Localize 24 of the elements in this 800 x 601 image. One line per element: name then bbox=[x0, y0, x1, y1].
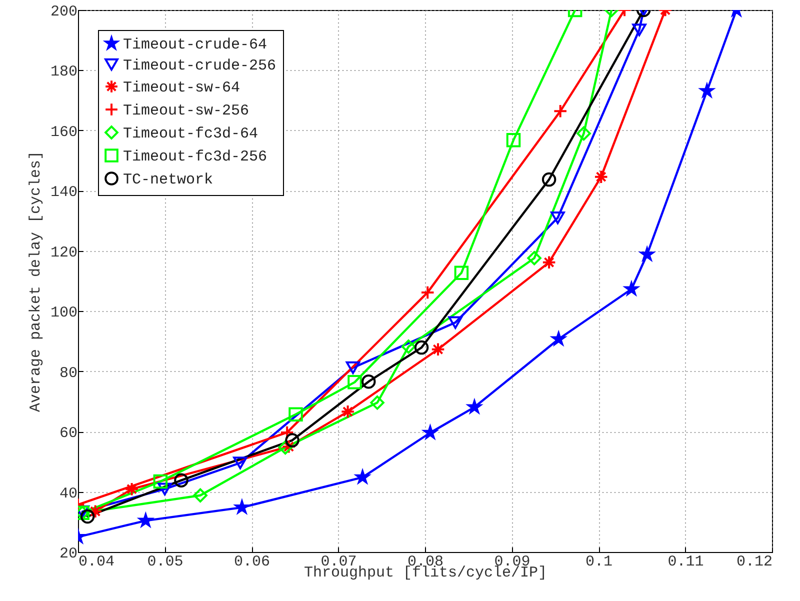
legend-label: Timeout-sw-256 bbox=[123, 102, 250, 120]
legend-label: Timeout-sw-64 bbox=[123, 80, 240, 96]
legend-label: Timeout-crude-64 bbox=[123, 36, 268, 54]
legend-label: TC-network bbox=[123, 172, 214, 188]
y-tick-label: 140 bbox=[50, 184, 78, 202]
legend-label: Timeout-crude-256 bbox=[123, 58, 276, 74]
y-axis-title: Average packet delay [cycles] bbox=[27, 150, 44, 412]
x-tick-label: 0.1 bbox=[585, 554, 613, 570]
y-tick-label: 200 bbox=[50, 4, 78, 20]
y-tick-label: 80 bbox=[59, 364, 78, 382]
y-tick-label: 40 bbox=[59, 485, 78, 502]
x-tick-label: 0.04 bbox=[78, 554, 115, 570]
y-tick-label: 60 bbox=[59, 425, 78, 442]
legend-label: Timeout-fc3d-64 bbox=[123, 126, 258, 142]
x-tick-label: 0.05 bbox=[147, 554, 184, 570]
x-tick-label: 0.12 bbox=[736, 554, 772, 570]
y-tick-label: 120 bbox=[50, 244, 78, 262]
y-tick-label: 180 bbox=[50, 64, 78, 81]
x-tick-label: 0.06 bbox=[234, 554, 270, 570]
y-tick-label: 160 bbox=[50, 124, 78, 141]
legend-label: Timeout-fc3d-256 bbox=[123, 148, 268, 166]
x-tick-label: 0.11 bbox=[668, 554, 704, 570]
y-tick-label: 20 bbox=[59, 546, 78, 562]
y-tick-label: 100 bbox=[50, 304, 78, 322]
